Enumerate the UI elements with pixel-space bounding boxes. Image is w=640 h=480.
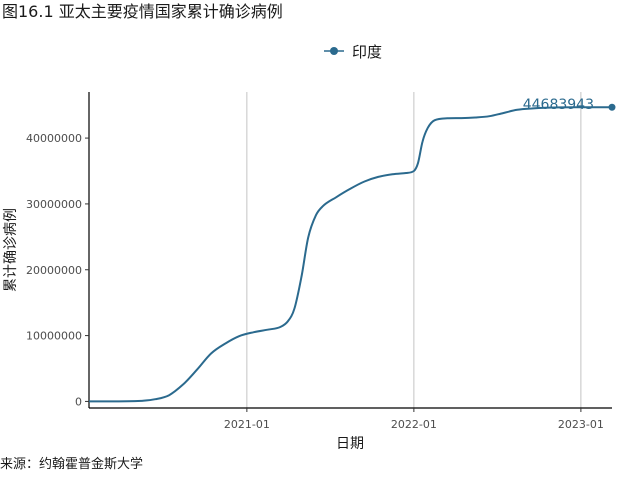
end-value-label: 44683943 bbox=[523, 97, 594, 113]
x-ticks: 2021-01 2022-01 2023-01 bbox=[224, 408, 604, 431]
x-tick-label: 2022-01 bbox=[391, 418, 437, 431]
series-end-point bbox=[608, 103, 616, 111]
gridlines bbox=[246, 92, 582, 408]
series-line-india bbox=[88, 106, 613, 403]
y-tick-label: 40000000 bbox=[26, 132, 82, 145]
y-ticks: 0 10000000 20000000 30000000 40000000 bbox=[26, 132, 89, 408]
axes bbox=[88, 92, 612, 409]
x-axis-title: 日期 bbox=[336, 436, 364, 452]
page-title: 图16.1 亚太主要疫情国家累计确诊病例 bbox=[2, 2, 283, 21]
y-axis-title: 累计确诊病例 bbox=[3, 208, 19, 292]
y-tick-label: 30000000 bbox=[26, 198, 82, 211]
y-tick-label: 0 bbox=[75, 395, 82, 408]
y-tick-label: 10000000 bbox=[26, 330, 82, 343]
x-tick-label: 2021-01 bbox=[224, 418, 270, 431]
x-tick-label: 2023-01 bbox=[558, 418, 604, 431]
source-note: 来源：约翰霍普金斯大学 bbox=[0, 457, 144, 472]
legend-point-marker bbox=[330, 47, 338, 55]
legend: 印度 bbox=[324, 43, 382, 61]
legend-label: 印度 bbox=[352, 43, 382, 61]
y-tick-label: 20000000 bbox=[26, 264, 82, 277]
series-india bbox=[88, 103, 616, 403]
